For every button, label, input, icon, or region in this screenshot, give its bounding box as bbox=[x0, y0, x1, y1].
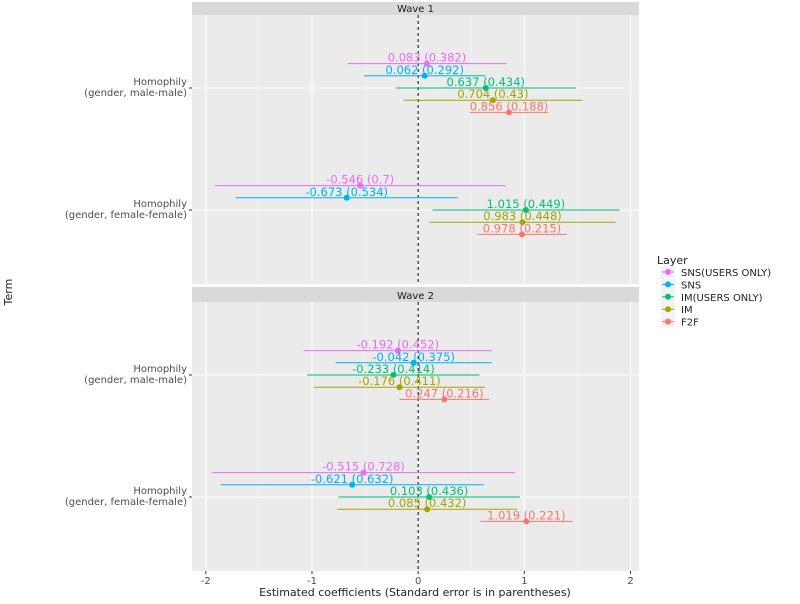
point-estimate bbox=[482, 85, 489, 91]
data-label: 0.103 (0.436) bbox=[390, 484, 468, 498]
panel-1: Wave 1 Homophily (gender, male-male) Homoph… bbox=[65, 2, 639, 284]
data-label: 0.062 (0.292) bbox=[385, 63, 463, 77]
point-estimate bbox=[410, 359, 417, 366]
data-label: 0.083 (0.382) bbox=[388, 51, 466, 65]
facet-strip bbox=[192, 287, 639, 302]
y-tick-label: Homophily (gender, female-female) bbox=[65, 486, 187, 508]
data-label: 0.978 (0.215) bbox=[483, 221, 561, 235]
point-estimate bbox=[423, 60, 430, 67]
data-label: -0.176 (0.411) bbox=[358, 374, 441, 388]
data-label: 0.247 (0.216) bbox=[405, 386, 483, 400]
point-estimate bbox=[349, 481, 356, 488]
x-tick-label: -2 bbox=[201, 576, 211, 587]
facet-title: Wave 2 bbox=[397, 291, 434, 302]
y-tick-label: Homophily (gender, male-male) bbox=[84, 364, 187, 386]
x-tick-label: 2 bbox=[627, 576, 633, 587]
legend-key-point bbox=[665, 318, 671, 325]
x-tick-label: 0 bbox=[415, 576, 421, 587]
legend-label: SNS(USERS ONLY) bbox=[681, 268, 771, 279]
point-estimate bbox=[522, 207, 529, 213]
point-estimate bbox=[426, 494, 433, 500]
point-estimate bbox=[396, 384, 403, 391]
data-label: -0.233 (0.414) bbox=[352, 362, 435, 376]
data-label: -0.515 (0.728) bbox=[322, 460, 405, 474]
legend-label: IM bbox=[681, 305, 693, 316]
legend-key-point bbox=[665, 281, 671, 288]
data-label: 0.856 (0.188) bbox=[470, 99, 548, 113]
x-tick-label: -1 bbox=[307, 576, 317, 587]
data-label: -0.192 (0.452) bbox=[356, 338, 439, 352]
y-tick-label: Homophily (gender, male-male) bbox=[84, 77, 187, 99]
data-label: -0.042 (0.375) bbox=[372, 350, 455, 364]
facet-strip bbox=[192, 2, 639, 15]
point-estimate bbox=[523, 518, 530, 525]
point-estimate bbox=[441, 396, 448, 403]
panel-background bbox=[192, 302, 639, 571]
data-label: 0.704 (0.43) bbox=[457, 87, 528, 101]
point-estimate bbox=[394, 347, 401, 354]
panel-2: Wave 2 Homophily (gender, male-male) Homoph… bbox=[65, 287, 639, 587]
point-estimate bbox=[421, 72, 428, 79]
point-estimate bbox=[489, 97, 496, 104]
panel-background bbox=[192, 15, 639, 284]
data-label: 0.085 (0.432) bbox=[388, 496, 466, 510]
point-estimate bbox=[506, 109, 513, 116]
point-estimate bbox=[518, 231, 525, 238]
data-label: 0.637 (0.434) bbox=[447, 75, 525, 89]
legend-label: IM(USERS ONLY) bbox=[681, 293, 763, 304]
data-label: 1.015 (0.449) bbox=[487, 197, 565, 211]
data-label: 1.019 (0.221) bbox=[487, 508, 565, 522]
point-estimate bbox=[360, 469, 367, 476]
point-estimate bbox=[390, 372, 397, 378]
point-estimate bbox=[519, 219, 526, 226]
legend-key-point bbox=[665, 306, 671, 313]
legend-label: F2F bbox=[681, 318, 699, 329]
point-estimate bbox=[343, 194, 350, 201]
data-label: -0.673 (0.534) bbox=[305, 185, 388, 199]
y-axis-title: Term bbox=[2, 279, 15, 307]
data-label: -0.546 (0.7) bbox=[326, 173, 394, 187]
legend-label: SNS bbox=[681, 280, 701, 291]
y-tick-label: Homophily (gender, female-female) bbox=[65, 199, 187, 221]
legend: Layer SNS(USERS ONLY)SNS IM(USERS ONLY)IM… bbox=[657, 254, 771, 329]
legend-key-point bbox=[665, 293, 671, 300]
data-label: -0.621 (0.632) bbox=[311, 472, 394, 486]
facet-title: Wave 1 bbox=[397, 4, 434, 15]
data-label: 0.983 (0.448) bbox=[483, 209, 561, 223]
point-estimate bbox=[424, 506, 431, 513]
point-estimate bbox=[357, 182, 364, 189]
legend-title: Layer bbox=[657, 254, 688, 267]
x-tick-label: 1 bbox=[521, 576, 527, 587]
legend-key-point bbox=[665, 269, 671, 275]
x-axis-title: Estimated coefficients (Standard error i… bbox=[259, 586, 571, 599]
